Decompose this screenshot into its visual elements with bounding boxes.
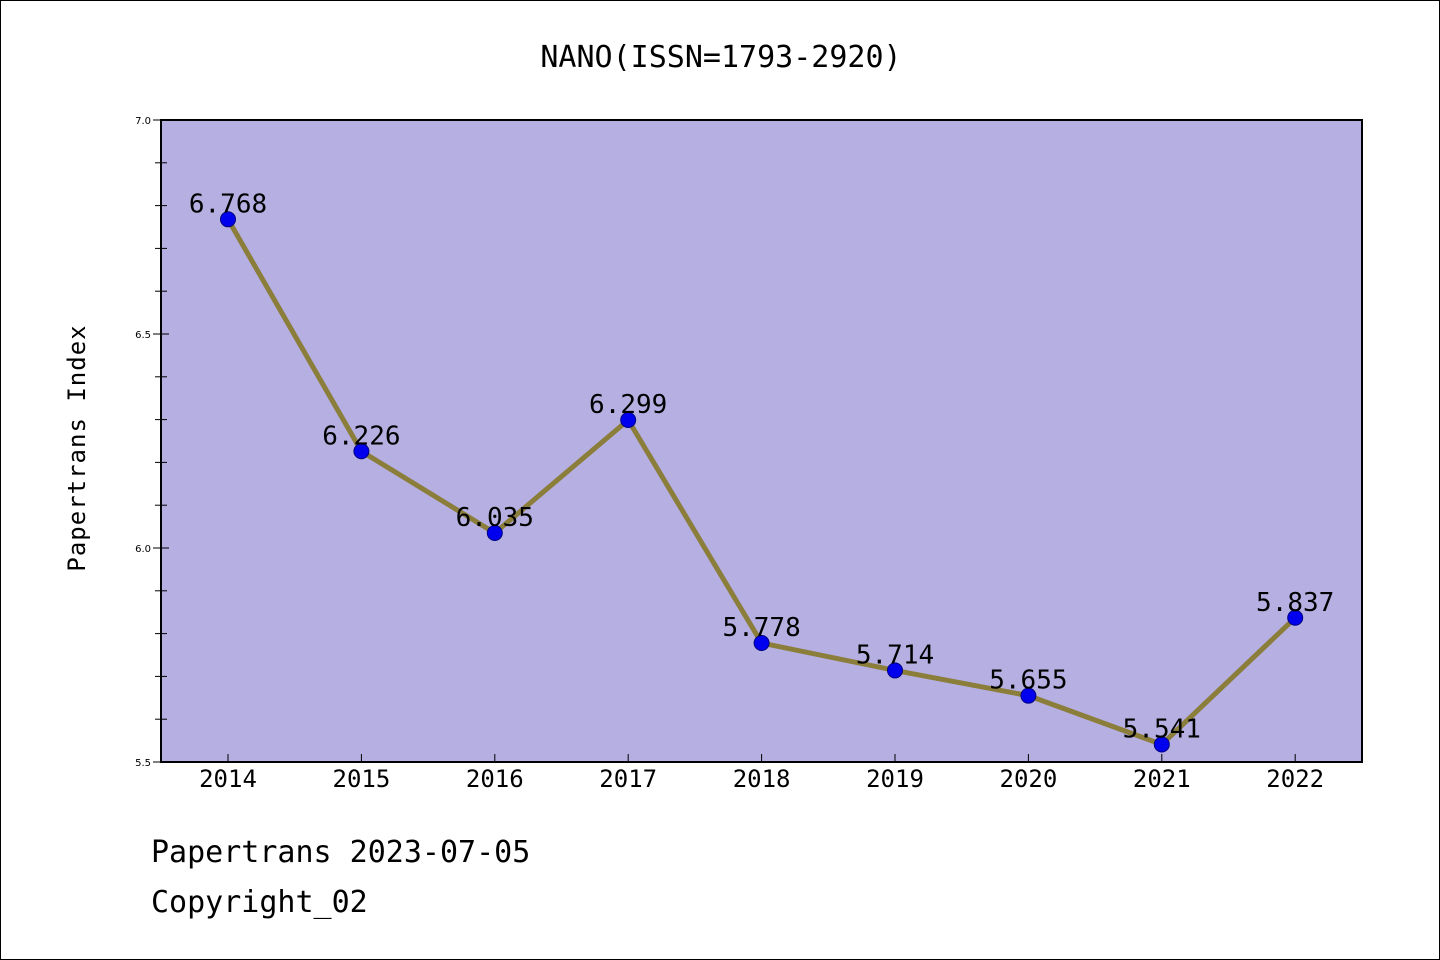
data-point [753,635,770,652]
data-point [220,211,236,228]
data-point [620,412,637,429]
x-tick-label: 2016 [466,765,524,793]
y-tick-label: 6.5 [135,330,151,341]
plot-area [161,120,1362,762]
data-label: 6.299 [589,390,667,420]
footer-date: Papertrans 2023-07-05 [151,835,531,870]
data-label: 5.837 [1256,588,1334,618]
chart-title: NANO(ISSN=1793-2920) [540,40,901,75]
data-label: 5.541 [1123,714,1201,744]
data-point [353,443,370,460]
x-tick-label: 2015 [333,765,391,793]
x-tick-label: 2022 [1266,765,1324,793]
footer-copyright: Copyright_02 [151,885,368,920]
data-label: 6.035 [456,503,534,533]
data-point [1020,687,1037,704]
x-tick-label: 2018 [733,765,791,793]
y-axis-label: Papertrans Index [63,324,91,571]
y-tick-label: 5.5 [135,758,151,769]
data-point [486,525,503,542]
data-label: 5.655 [989,666,1067,696]
data-point [1153,736,1170,753]
plot-border [160,119,1363,763]
y-tick-label: 7.0 [135,116,151,127]
data-label: 6.768 [189,189,267,219]
data-label: 6.226 [322,421,400,451]
data-label: 5.778 [722,613,800,643]
data-point [1287,609,1304,626]
chart-marks: 5.5 6.0 6.5 7.0 2014 2015 2016 2017 2018 2019 2020… [135,116,1334,793]
x-tick-label: 2019 [866,765,924,793]
data-label: 5.714 [856,640,934,670]
y-tick-label: 6.0 [135,544,151,555]
x-tick-label: 2014 [199,765,257,793]
data-point [887,662,903,679]
x-tick-label: 2017 [599,765,657,793]
x-tick-label: 2020 [1000,765,1058,793]
x-tick-label: 2021 [1133,765,1191,793]
